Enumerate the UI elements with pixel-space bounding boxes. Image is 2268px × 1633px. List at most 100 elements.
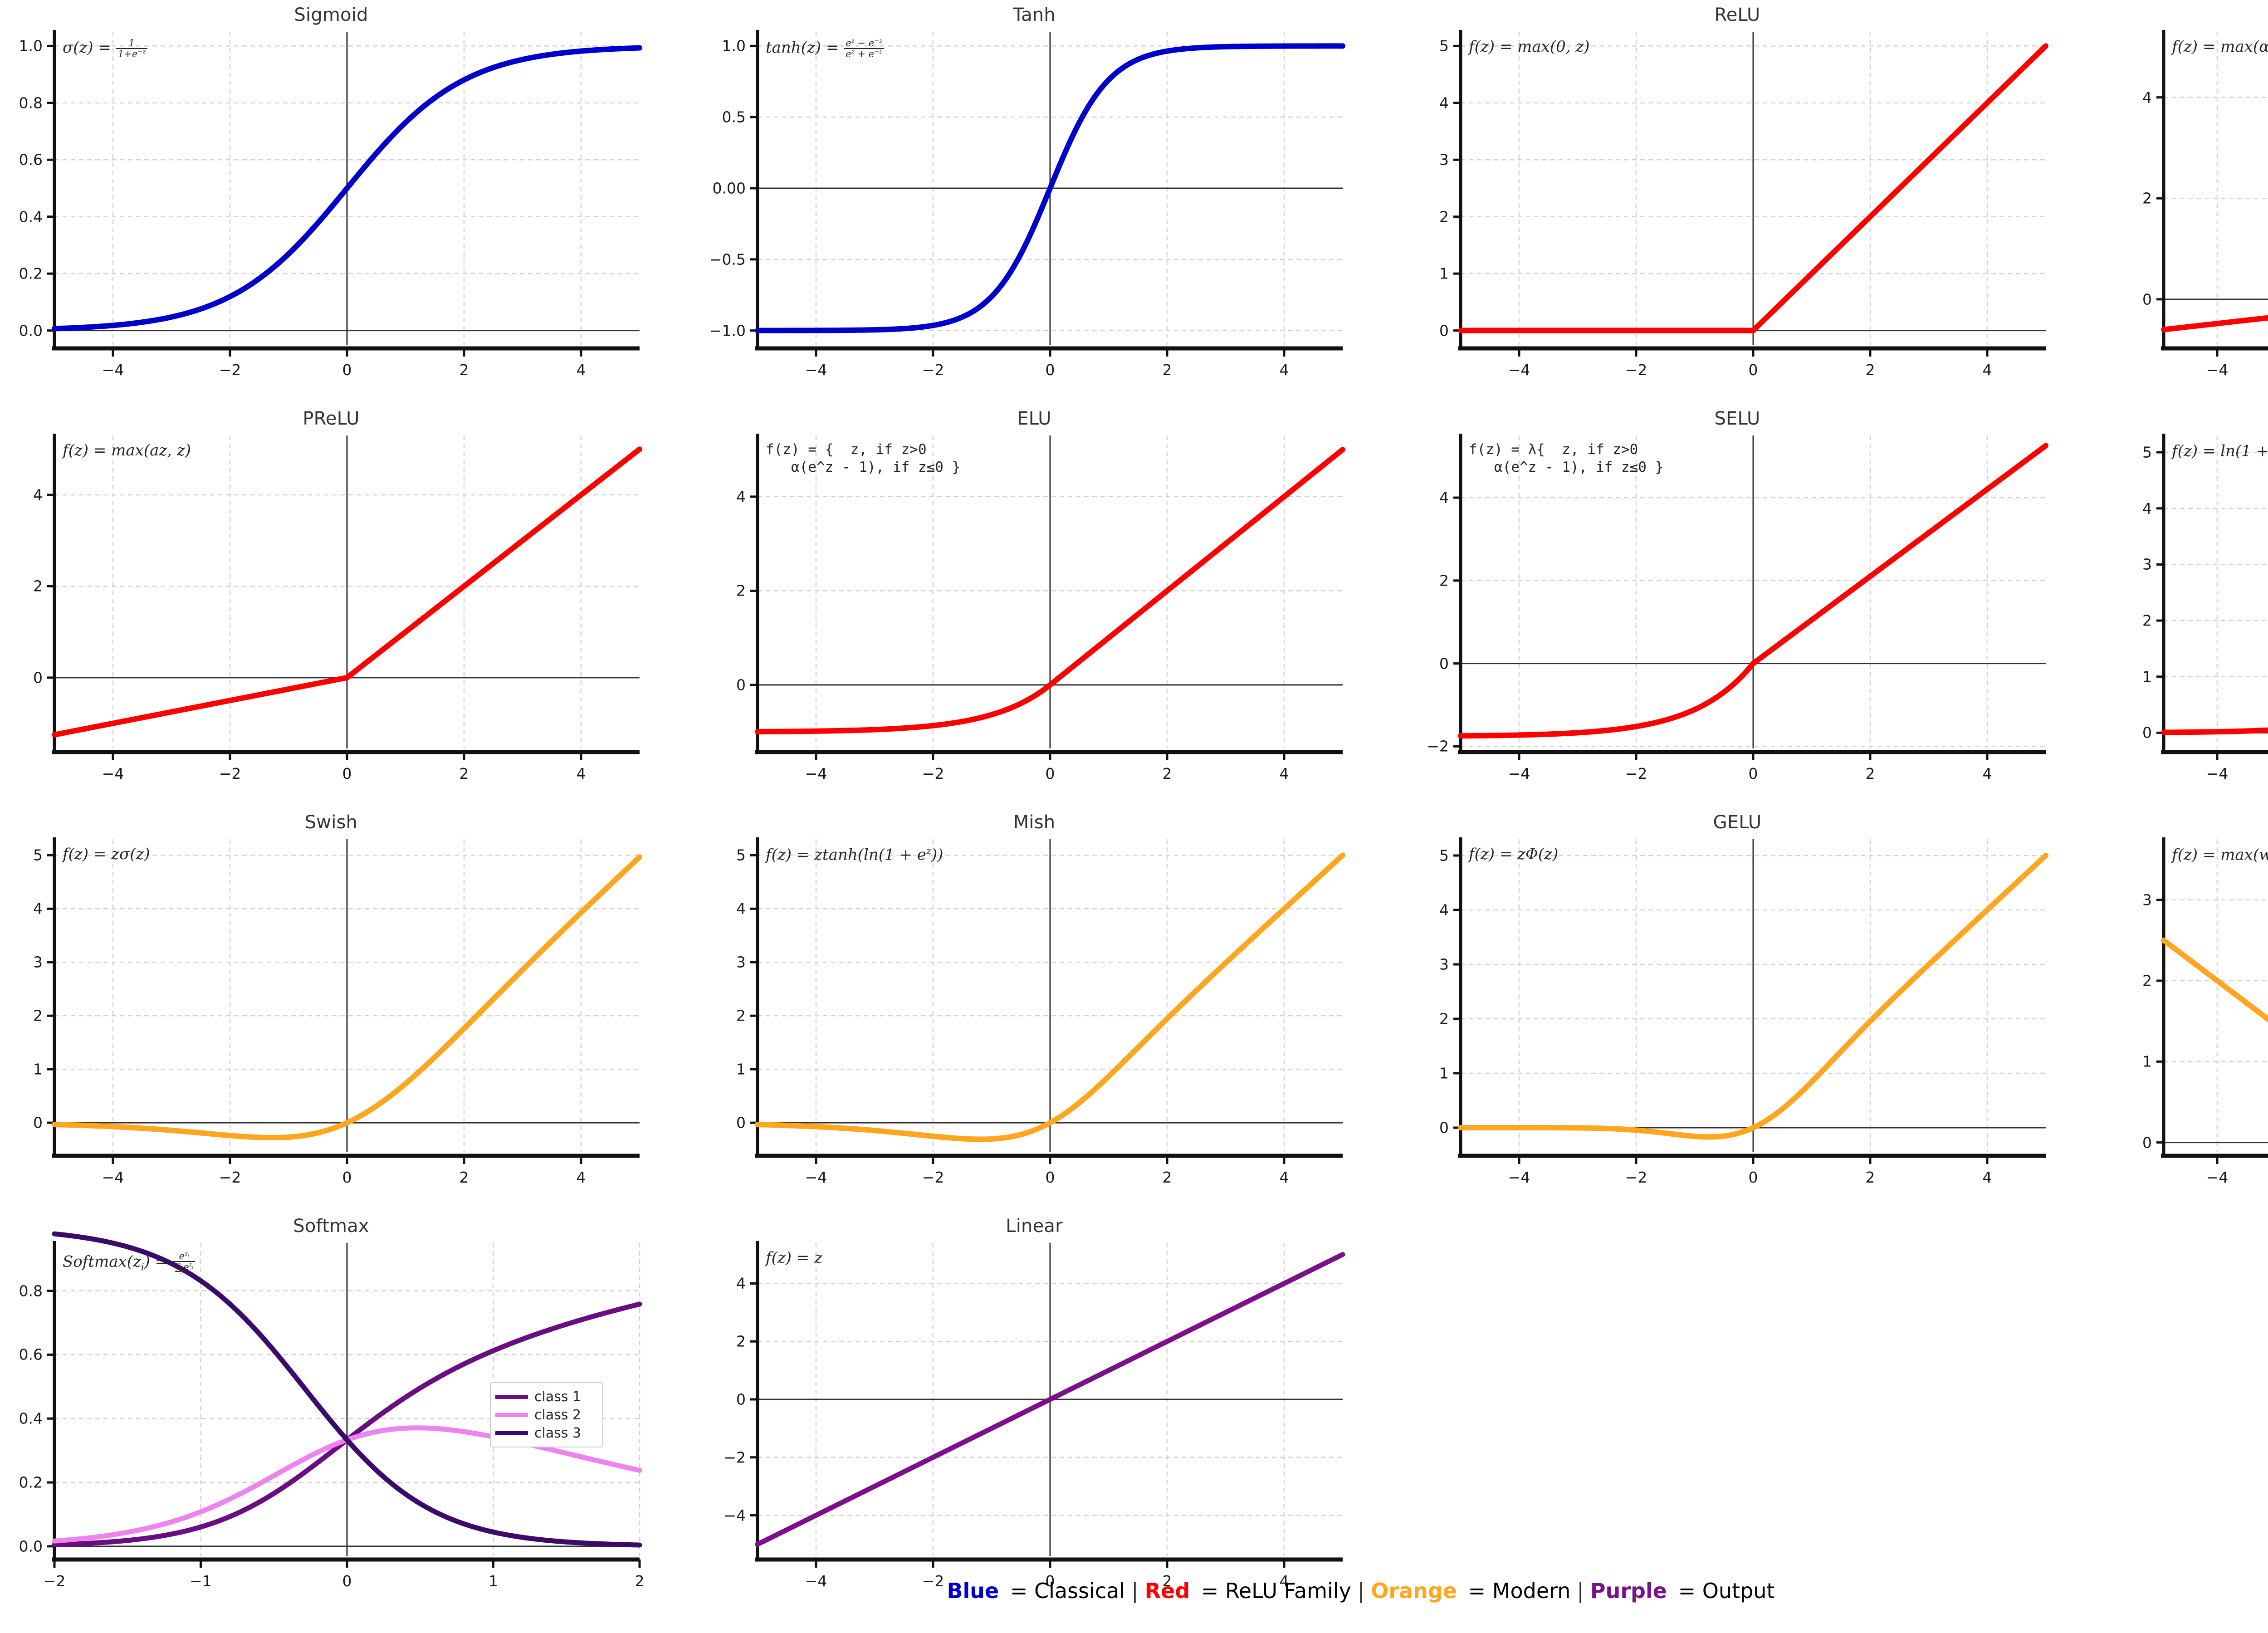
ytick-label: 4 [2142,499,2152,518]
footer-separator: | [1357,1579,1365,1603]
ytick-label: 0 [736,1390,746,1408]
ytick-label: 0 [2142,724,2152,742]
xtick-label: −4 [805,361,827,379]
footer-color-meaning-purple: = Output [1671,1579,1775,1603]
panel-title-mish: Mish [1013,812,1056,833]
footer-separator: | [1577,1579,1584,1603]
panel-prelu: PReLU −4 −2 0 2 4 0 2 4 f(z) = max(az, z) [0,407,662,802]
panel-mish: Mish −4 −2 0 2 4 0 1 2 3 4 5 f(z) = ztanh(ln(1 + ez)… [703,811,1365,1206]
xtick-label: −4 [1508,1169,1530,1186]
ytick-label: −2 [723,1448,746,1467]
panel-swish: Swish −4 −2 0 2 4 0 1 2 3 4 5 f(z) = zσ(z) [0,811,662,1206]
ytick-label: 2 [1439,572,1449,590]
plot-area-elu [750,434,1345,760]
formula-annotation-mish: f(z) = ztanh(ln(1 + ez)) [766,845,943,864]
formula-annotation-softmax: Softmax(zi) = ezi ∑jezj [63,1251,195,1274]
legend-label: class 2 [534,1407,582,1423]
legend-item-1[interactable]: class 1 [495,1388,596,1406]
formula-annotation-elu: f(z) = { z, if z>0 α(e^z - 1), if z≤0 } [766,441,961,475]
legend-swatch-icon [495,1413,528,1417]
panel-title-sigmoid: Sigmoid [294,5,368,25]
panel-tanh: Tanh −4 −2 0 2 4 −1.0 −0.5 0.00 0.5 1.0 tanh(z) = e… [703,4,1365,398]
xtick-label: −4 [2206,361,2229,379]
ytick-label: 1 [2142,1052,2152,1071]
legend-label: class 3 [534,1425,582,1441]
ytick-label: 4 [1439,94,1449,112]
legend-item-3[interactable]: class 3 [495,1424,596,1442]
formula-annotation-relu: f(z) = max(0, z) [1469,38,1590,56]
panel-linear: Linear −4 −2 0 2 4 −4 −2 0 2 4 f(z) = z [703,1215,1365,1609]
footer-color-meaning-red: = ReLU Family [1194,1579,1351,1603]
legend-item-2[interactable]: class 2 [495,1406,596,1424]
ytick-label: 3 [2142,891,2152,909]
xtick-label: 0 [1748,1169,1758,1186]
ytick-label: 4 [736,488,746,506]
formula-annotation-tanh: tanh(z) = ez − e−z ez + e−z [766,38,884,59]
panel-relu: ReLU −4 −2 0 2 4 0 1 2 3 4 5 f(z) = max(0, z) [1406,4,2068,398]
panel-title-softmax: Softmax [293,1216,369,1237]
panel-elu: ELU −4 −2 0 2 4 0 2 4 f(z) = { z, if z>0 α(e^z - … [703,407,1365,802]
footer-color-word-blue: Blue [947,1579,999,1603]
xtick-label: −4 [1508,765,1530,782]
xtick-label: 4 [1982,765,1992,782]
plot-area-swish [47,837,642,1164]
ytick-label: 0.00 [712,179,746,197]
xtick-label: 2 [635,1572,645,1590]
xtick-label: −2 [922,765,944,782]
ytick-label: 2 [736,582,746,600]
xtick-label: 0 [342,361,352,379]
ytick-label: 0.8 [19,1282,43,1300]
ytick-label: 3 [33,953,43,971]
ytick-label: 1 [2142,668,2152,686]
ytick-label: 0.2 [19,1473,43,1491]
ytick-label: −2 [1427,737,1449,755]
xtick-label: −4 [805,1169,827,1186]
plot-area-leaky_relu [2156,30,2268,357]
ytick-label: 3 [736,953,746,971]
xtick-label: 2 [459,1169,469,1186]
xtick-label: 0 [342,765,352,782]
xtick-label: −2 [219,765,241,782]
xtick-label: 2 [1162,1169,1172,1186]
xtick-label: −4 [2206,765,2229,782]
xtick-label: −2 [1625,765,1647,782]
ytick-label: 0.6 [19,1345,43,1364]
formula-annotation-gelu: f(z) = zΦ(z) [1469,845,1559,863]
xtick-label: 0 [342,1169,352,1186]
legend-swatch-icon [495,1394,528,1399]
formula-annotation-linear: f(z) = z [766,1249,823,1267]
xtick-label: −4 [805,765,827,782]
xtick-label: −2 [1625,361,1647,379]
footer-color-word-purple: Purple [1590,1579,1667,1603]
ytick-label: 5 [2142,443,2152,461]
ytick-label: 1 [33,1060,43,1078]
xtick-label: 4 [1982,361,1992,379]
ytick-label: 0.4 [19,208,43,226]
xtick-label: −2 [922,1572,944,1590]
xtick-label: 4 [576,765,586,782]
ytick-label: 1 [1439,264,1449,283]
ytick-label: 5 [736,846,746,864]
color-legend-footer: Blue = Classical | Red = ReLU Family | Orang… [0,1579,2268,1603]
panel-gelu: GELU −4 −2 0 2 4 0 1 2 3 4 5 f(z) = zΦ(z) [1406,811,2068,1206]
ytick-label: 3 [2142,555,2152,573]
ytick-label: 2 [2142,972,2152,990]
panel-title-swish: Swish [304,812,358,833]
footer-color-word-orange: Orange [1371,1579,1457,1603]
formula-annotation-maxout: f(z) = max(w1Tz + b1, w2Tz + b2) [2172,846,2268,864]
xtick-label: 0 [1045,765,1055,782]
xtick-label: 0 [342,1572,352,1590]
xtick-label: 2 [1162,765,1172,782]
plot-area-selu [1453,434,2048,760]
ytick-label: 2 [2142,611,2152,630]
xtick-label: −4 [2206,1169,2229,1186]
xtick-label: −4 [102,1169,124,1186]
xtick-label: 4 [576,361,586,379]
xtick-label: −1 [190,1572,212,1590]
ytick-label: 0.0 [19,1537,43,1555]
ytick-label: 0 [1439,322,1449,340]
plot-area-sigmoid [47,30,642,357]
panel-selu: SELU −4 −2 0 2 4 −2 0 2 4 f(z) = λ{ z, if z>0 α(e^… [1406,407,2068,802]
xtick-label: −4 [102,361,124,379]
